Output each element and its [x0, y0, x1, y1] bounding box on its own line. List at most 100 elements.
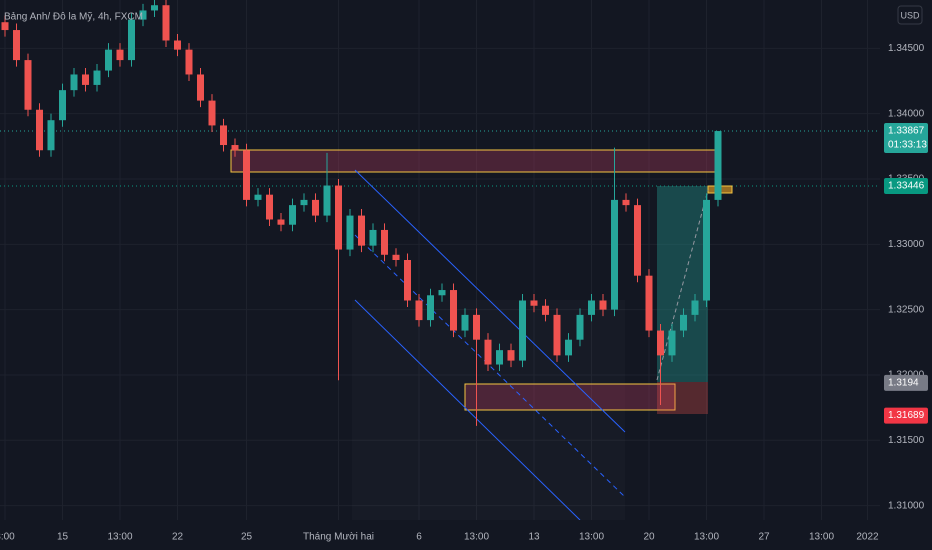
candle-body	[174, 40, 181, 50]
y-tick-label: 1.31500	[888, 435, 925, 446]
candle-body	[128, 19, 135, 61]
x-tick-label: 6	[416, 532, 422, 543]
candle-body	[162, 5, 170, 41]
candle-body	[93, 70, 101, 85]
currency: USD	[900, 10, 920, 20]
candle-body	[70, 74, 78, 91]
candle-body	[323, 185, 331, 216]
x-tick-label: 13:00	[694, 532, 719, 543]
y-tick-label: 1.34000	[888, 108, 925, 119]
candle-body	[473, 314, 480, 340]
candle-body	[116, 49, 124, 61]
candle-body	[197, 74, 204, 101]
candle-body	[266, 194, 273, 220]
candle-body	[381, 229, 388, 255]
x-tick-label: 15	[57, 532, 69, 543]
price-label: 1.33446	[888, 181, 925, 192]
candle-body	[622, 199, 630, 206]
x-tick-label: 3:00	[0, 532, 15, 543]
candle-body	[185, 49, 193, 75]
price-label-box	[884, 407, 928, 424]
x-tick-label: 13	[528, 532, 540, 543]
candle-body	[24, 60, 32, 110]
price-label: 1.33867	[888, 126, 925, 137]
x-tick-label: 13:00	[809, 532, 834, 543]
candle-body	[358, 215, 365, 246]
candle-body	[277, 219, 285, 225]
candle-body	[243, 150, 250, 200]
y-tick-label: 1.34500	[888, 43, 925, 54]
y-tick-label: 1.33000	[888, 239, 925, 250]
candle-body	[415, 300, 423, 321]
candles	[1, 0, 722, 426]
candle-body	[312, 199, 319, 216]
candle-body	[668, 330, 676, 356]
position-path	[656, 189, 709, 381]
x-tick-label: 27	[758, 532, 770, 543]
x-tick-label: 2022	[856, 532, 879, 543]
candle-body	[657, 330, 664, 356]
x-tick-label: Tháng Mười hai	[303, 532, 374, 543]
candle-body	[105, 49, 112, 71]
candle-body	[714, 131, 722, 200]
candle-body	[300, 199, 308, 206]
y-tick-label: 1.31000	[888, 500, 925, 511]
x-tick-label: 20	[643, 532, 655, 543]
candle-body	[680, 314, 687, 331]
candle-body	[496, 350, 503, 365]
candle-body	[611, 199, 618, 310]
price-label-box	[884, 374, 928, 391]
candle-body	[369, 229, 377, 246]
candle-body	[220, 125, 227, 146]
candle-body	[13, 30, 20, 61]
candle-body	[392, 254, 400, 260]
candle-body	[530, 300, 538, 306]
candle-body	[634, 205, 641, 276]
candle-body	[289, 205, 296, 225]
candle-body	[507, 350, 515, 361]
candle-body	[553, 314, 561, 356]
price-label: 1.31689	[888, 410, 925, 421]
x-tick-label: 13:00	[464, 532, 489, 543]
candle-body	[703, 199, 710, 301]
candle-body	[484, 339, 492, 365]
resistance-zone	[230, 149, 721, 173]
x-tick-label: 13:00	[579, 532, 604, 543]
time-axis	[0, 520, 932, 550]
channel-line	[354, 299, 581, 521]
price-label: 1.3194	[888, 377, 919, 388]
countdown: 01:33:13	[888, 140, 927, 151]
position-loss	[657, 382, 708, 414]
candle-body	[208, 100, 216, 126]
labels: 1.345001.340001.335001.330001.325001.320…	[0, 43, 928, 543]
candle-body	[82, 74, 89, 85]
candle-body	[404, 260, 411, 301]
candle-body	[450, 290, 457, 331]
x-tick-label: 13:00	[107, 532, 132, 543]
support-zone	[464, 383, 676, 411]
candle-body	[691, 300, 699, 315]
x-tick-label: 25	[241, 532, 253, 543]
candle-body	[59, 90, 66, 121]
candle-body	[438, 290, 446, 296]
currency-button[interactable]	[897, 5, 923, 25]
channel-line	[354, 169, 626, 433]
candle-body	[519, 300, 526, 361]
price-axis	[880, 0, 932, 550]
candle-body	[346, 215, 354, 250]
candle-body	[588, 300, 595, 315]
candle-body	[139, 10, 147, 20]
candle-body	[645, 275, 653, 331]
candle-body	[576, 314, 584, 340]
candle-body	[565, 339, 572, 356]
price-label-box	[884, 178, 928, 195]
candle-body	[36, 109, 43, 151]
candle-body	[542, 305, 549, 315]
candle-body	[254, 194, 262, 200]
candle-body	[1, 22, 9, 31]
x-tick-label: 22	[172, 532, 184, 543]
candle-body	[151, 5, 158, 11]
candle-body	[231, 145, 239, 151]
candle-body	[335, 185, 342, 250]
